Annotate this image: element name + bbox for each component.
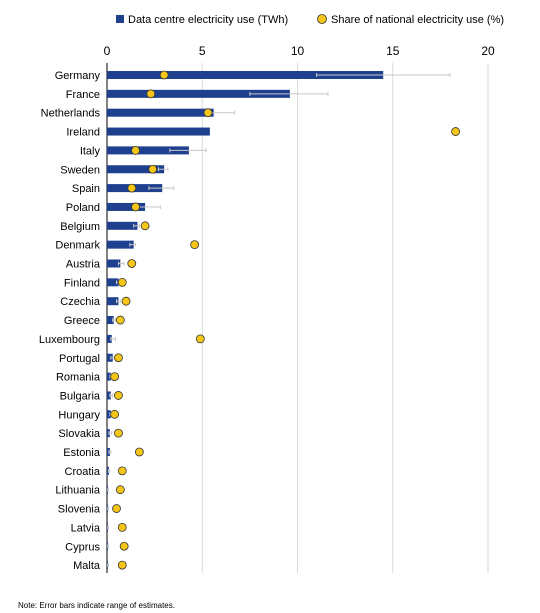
legend-swatch-bars (116, 15, 124, 23)
category-label-poland: Poland (66, 202, 100, 214)
share-marker-slovenia (112, 504, 121, 513)
gridlines (106, 63, 489, 573)
category-label-france: France (66, 89, 100, 101)
bar-czechia (107, 297, 119, 306)
x-axis-ticks: 0 5 10 15 20 (104, 44, 495, 58)
bar-ireland (107, 127, 210, 136)
share-marker-croatia (117, 466, 127, 476)
share-marker-spain (127, 183, 137, 193)
category-label-latvia: Latvia (71, 522, 101, 534)
share-marker-belgium (140, 221, 150, 231)
category-label-lithuania: Lithuania (55, 485, 101, 497)
category-label-greece: Greece (64, 315, 100, 327)
category-label-finland: Finland (64, 277, 100, 289)
category-label-italy: Italy (80, 145, 101, 157)
category-label-austria: Austria (66, 259, 101, 271)
bar-luxembourg (107, 334, 112, 343)
category-label-luxembourg: Luxembourg (39, 334, 100, 346)
category-label-croatia: Croatia (65, 466, 101, 478)
bars (107, 71, 384, 570)
x-tick-label-15: 15 (386, 44, 400, 58)
share-marker-germany (159, 70, 169, 80)
share-marker-latvia (117, 523, 127, 532)
share-marker-france (146, 89, 156, 99)
share-marker-romania (110, 372, 120, 382)
bar-denmark (107, 240, 134, 249)
share-marker-hungary (110, 409, 120, 419)
bar-hungary (107, 410, 111, 419)
bar-germany (107, 71, 384, 79)
bar-finland (107, 278, 119, 287)
category-label-bulgaria: Bulgaria (60, 390, 101, 402)
chart-note: Note: Error bars indicate range of estim… (18, 601, 175, 610)
category-label-denmark: Denmark (55, 240, 100, 252)
bar-poland (107, 202, 146, 211)
category-label-netherlands: Netherlands (41, 108, 101, 120)
category-label-malta: Malta (73, 560, 101, 572)
share-marker-italy (131, 145, 140, 155)
legend: Data centre electricity use (TWh) Share … (116, 14, 504, 26)
category-label-germany: Germany (55, 70, 101, 82)
share-marker-estonia (134, 447, 144, 457)
bar-austria (107, 259, 121, 268)
category-label-czechia: Czechia (60, 296, 101, 308)
category-label-romania: Romania (56, 372, 101, 384)
share-marker-ireland (451, 127, 461, 136)
share-marker-czechia (121, 296, 131, 306)
category-label-spain: Spain (72, 183, 100, 195)
share-marker-denmark (190, 240, 200, 250)
share-marker-poland (131, 202, 140, 212)
x-tick-label-10: 10 (291, 44, 305, 58)
x-tick-label-20: 20 (481, 44, 495, 58)
bar-bulgaria (107, 391, 111, 400)
bar-romania (107, 372, 111, 381)
share-marker-cyprus (119, 541, 129, 551)
bar-sweden (107, 165, 165, 174)
error-bars (107, 73, 451, 568)
bar-portugal (107, 353, 113, 362)
category-label-slovakia: Slovakia (58, 428, 100, 440)
share-marker-bulgaria (114, 391, 123, 400)
category-label-belgium: Belgium (60, 221, 100, 233)
share-marker-sweden (148, 164, 158, 174)
share-marker-netherlands (203, 108, 213, 118)
category-label-hungary: Hungary (58, 409, 100, 421)
share-marker-slovakia (114, 428, 123, 438)
legend-label-bars: Data centre electricity use (TWh) (128, 14, 288, 26)
share-markers (110, 70, 461, 570)
category-label-cyprus: Cyprus (65, 541, 100, 553)
share-marker-greece (115, 315, 125, 325)
bar-netherlands (107, 108, 214, 117)
share-marker-luxembourg (195, 334, 205, 344)
category-labels: Germany France Netherlands Ireland Italy Swed… (39, 70, 101, 572)
category-label-slovenia: Slovenia (58, 504, 101, 516)
share-marker-lithuania (115, 485, 125, 495)
x-tick-label-0: 0 (104, 44, 111, 58)
share-marker-austria (127, 259, 137, 268)
bar-greece (107, 316, 114, 325)
share-marker-malta (117, 560, 127, 570)
share-marker-finland (117, 277, 127, 287)
category-label-sweden: Sweden (60, 164, 100, 176)
legend-label-share: Share of national electricity use (%) (331, 14, 504, 26)
bar-france (107, 89, 290, 98)
bar-croatia (107, 466, 109, 475)
share-marker-portugal (114, 353, 123, 363)
bar-italy (107, 146, 189, 155)
legend-marker-share (317, 14, 327, 24)
x-tick-label-5: 5 (199, 44, 206, 58)
bar-belgium (107, 221, 138, 230)
category-label-ireland: Ireland (66, 127, 100, 139)
category-label-estonia: Estonia (63, 447, 101, 459)
category-label-portugal: Portugal (59, 353, 100, 365)
